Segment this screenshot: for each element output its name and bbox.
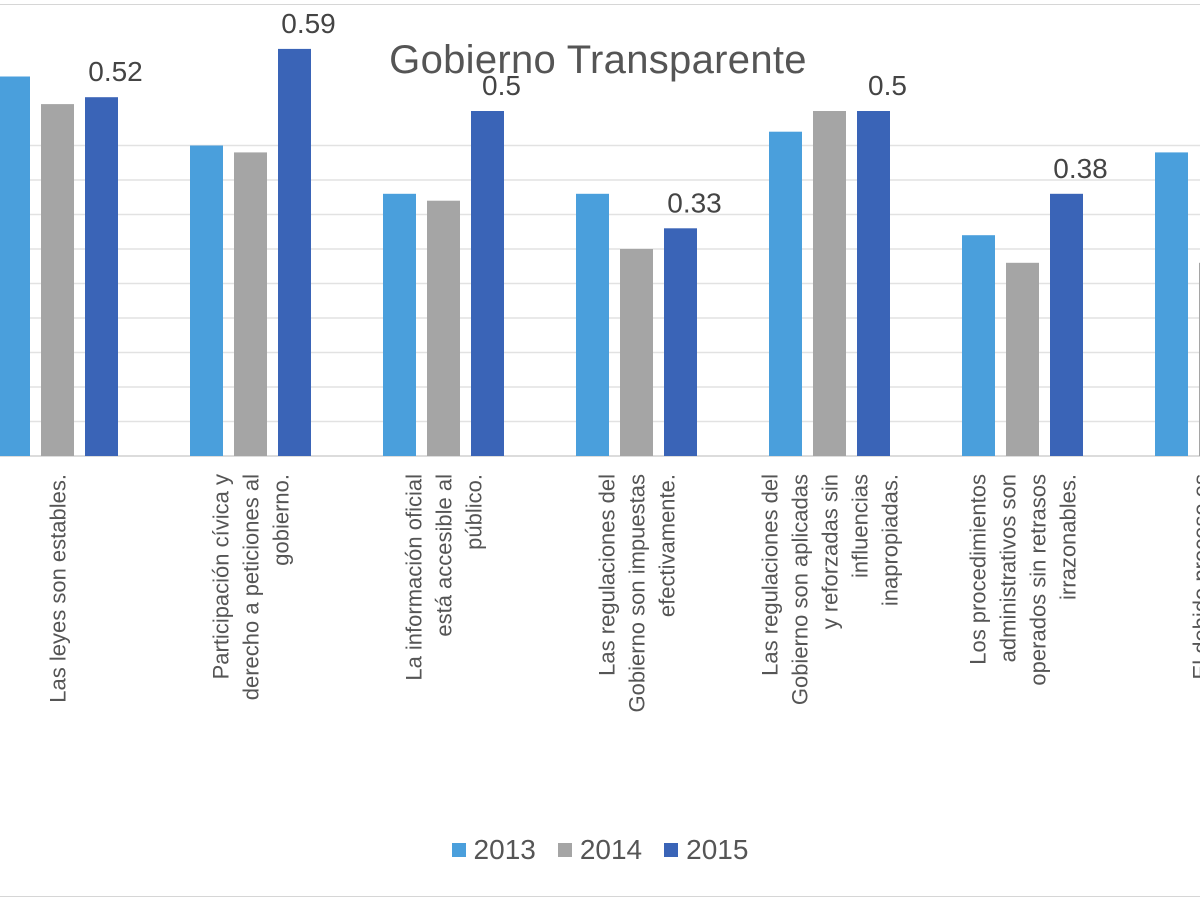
x-tick-label-5-line-0: Los procedimientos bbox=[966, 474, 991, 665]
data-label-cat-1: 0.59 bbox=[281, 8, 336, 39]
x-tick-label-5-line-1: administrativos son bbox=[996, 474, 1021, 662]
data-label-cat-2: 0.5 bbox=[482, 70, 521, 101]
x-tick-label-3-line-1: Gobierno son impuestas bbox=[625, 474, 650, 712]
bar-2013-cat-0 bbox=[0, 76, 30, 456]
x-tick-label-5-line-3: irrazonables. bbox=[1056, 474, 1081, 600]
bar-2015-cat-3 bbox=[664, 228, 697, 456]
data-label-cat-5: 0.38 bbox=[1053, 153, 1108, 184]
bar-2013-cat-5 bbox=[962, 235, 995, 456]
legend-item-2015: 2015 bbox=[664, 834, 748, 866]
chart-title: Gobierno Transparente bbox=[389, 38, 807, 82]
legend-label-2015: 2015 bbox=[686, 834, 749, 865]
data-label-cat-4: 0.5 bbox=[868, 70, 907, 101]
legend-label-2013: 2013 bbox=[473, 834, 536, 865]
bar-2015-cat-4 bbox=[857, 111, 890, 456]
bar-2013-cat-3 bbox=[576, 193, 609, 457]
x-tick-label-4-line-1: Gobierno son aplicadas bbox=[788, 474, 813, 705]
bar-2014-cat-3 bbox=[620, 249, 653, 456]
data-label-cat-3: 0.33 bbox=[667, 187, 722, 218]
x-tick-label-1-line-1: derecho a peticiones al bbox=[239, 474, 264, 700]
x-tick-label-3-line-0: Las regulaciones del bbox=[595, 474, 620, 676]
chart-frame-top bbox=[0, 4, 1200, 5]
bar-2014-cat-1 bbox=[234, 152, 267, 456]
legend-swatch-2013 bbox=[451, 843, 466, 857]
bar-2013-cat-6 bbox=[1155, 152, 1188, 456]
x-tick-label-2-line-2: público. bbox=[462, 474, 487, 550]
bar-2014-cat-2 bbox=[427, 200, 460, 456]
x-tick-label-3-line-2: efectivamente. bbox=[655, 474, 680, 617]
x-tick-label-4-line-2: y reforzadas sin bbox=[818, 474, 843, 629]
legend-swatch-2015 bbox=[664, 843, 679, 857]
x-tick-label-6-line-0: El debido proceso es bbox=[1189, 474, 1200, 679]
bar-2015-cat-1 bbox=[278, 48, 311, 457]
x-tick-label-4-line-0: Las regulaciones del bbox=[758, 474, 783, 676]
chart-legend: 2013 2014 2015 bbox=[0, 834, 1200, 866]
legend-item-2013: 2013 bbox=[451, 834, 536, 866]
bar-2013-cat-4 bbox=[769, 131, 802, 456]
chart-frame-bottom bbox=[0, 896, 1200, 897]
legend-swatch-2014 bbox=[557, 843, 572, 857]
data-label-cat-0: 0.52 bbox=[88, 56, 143, 87]
legend-item-2014: 2014 bbox=[557, 834, 643, 866]
legend-label-2014: 2014 bbox=[579, 834, 643, 865]
bar-2015-cat-0 bbox=[85, 97, 118, 456]
bar-2014-cat-5 bbox=[1006, 262, 1039, 456]
x-tick-label-0-line-0: Las leyes son estables. bbox=[46, 474, 71, 703]
bar-2013-cat-2 bbox=[383, 193, 416, 457]
bar-2014-cat-0 bbox=[41, 104, 74, 456]
x-tick-label-4-line-3: influencias bbox=[848, 474, 873, 578]
x-tick-label-5-line-2: operados sin retrasos bbox=[1026, 474, 1051, 686]
x-tick-label-4-line-4: inapropiadas. bbox=[878, 474, 903, 606]
x-tick-label-1-line-0: Participación cívica y bbox=[209, 474, 234, 679]
bar-2015-cat-2 bbox=[471, 111, 504, 456]
x-tick-label-2-line-0: La información oficial bbox=[402, 474, 427, 681]
x-tick-label-2-line-1: está accesible al bbox=[432, 474, 457, 637]
x-tick-label-1-line-2: gobierno. bbox=[269, 474, 294, 566]
bar-2015-cat-5 bbox=[1050, 193, 1083, 457]
bar-2013-cat-1 bbox=[190, 145, 223, 456]
bar-2014-cat-4 bbox=[813, 111, 846, 456]
